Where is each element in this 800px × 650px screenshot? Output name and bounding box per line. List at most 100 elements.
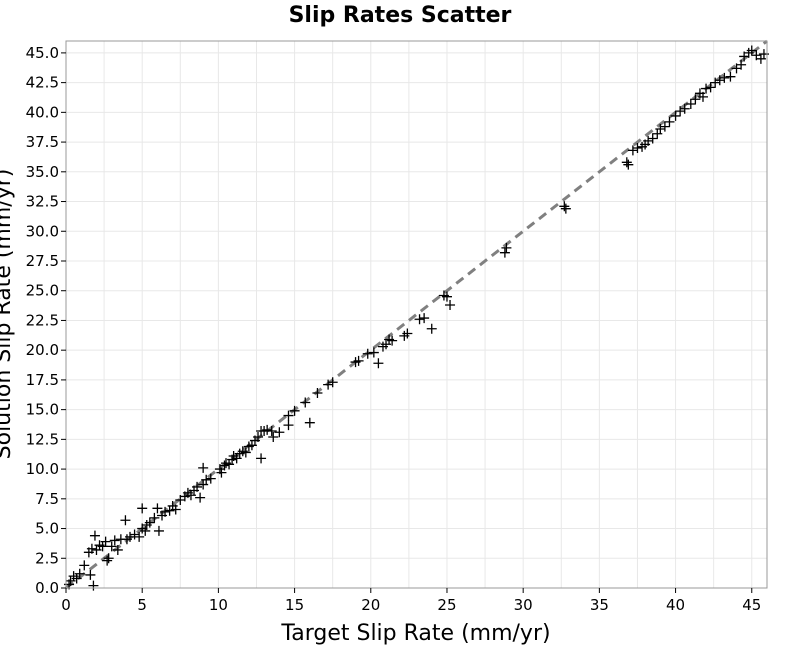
y-tick-label: 45.0 xyxy=(26,44,59,62)
data-point xyxy=(274,427,285,438)
data-points xyxy=(64,45,769,591)
data-point xyxy=(621,157,632,168)
y-tick-label: 35.0 xyxy=(26,163,59,181)
data-point xyxy=(149,512,160,523)
x-tick-label: 45 xyxy=(742,596,761,614)
data-point xyxy=(426,323,437,334)
y-tick-label: 40.0 xyxy=(26,103,59,121)
data-point xyxy=(192,481,203,492)
y-tick-label: 5.0 xyxy=(35,520,59,538)
data-point xyxy=(266,426,277,437)
data-point xyxy=(714,75,725,86)
data-point xyxy=(300,397,311,408)
y-tick-label: 32.5 xyxy=(26,193,59,211)
data-point xyxy=(362,348,373,359)
data-point xyxy=(560,203,571,214)
data-point xyxy=(201,474,212,485)
data-point xyxy=(198,462,209,473)
chart-title: Slip Rates Scatter xyxy=(289,3,512,28)
data-point xyxy=(283,420,294,431)
y-tick-label: 2.5 xyxy=(35,549,59,567)
data-point xyxy=(262,424,273,435)
data-point xyxy=(240,447,251,458)
data-point xyxy=(679,103,690,114)
data-point xyxy=(129,529,140,540)
y-tick-label: 25.0 xyxy=(26,282,59,300)
y-tick-label: 22.5 xyxy=(26,311,59,329)
y-tick-label: 30.0 xyxy=(26,222,59,240)
data-point xyxy=(327,377,338,388)
data-point xyxy=(106,541,117,552)
data-point xyxy=(697,91,708,102)
x-tick-label: 0 xyxy=(61,596,71,614)
data-point xyxy=(137,503,148,514)
y-axis-ticks: 0.0 2.5 5.0 7.5 10.0 12.5 15.0 17.5 20.0 22.5 25.0… xyxy=(26,44,66,597)
data-point xyxy=(647,133,658,144)
data-point xyxy=(659,121,670,132)
data-point xyxy=(643,135,654,146)
data-point xyxy=(160,506,171,517)
data-point xyxy=(559,201,570,212)
data-point xyxy=(373,358,384,369)
x-tick-label: 25 xyxy=(437,596,456,614)
data-point xyxy=(89,530,100,541)
data-point xyxy=(205,473,216,484)
data-point xyxy=(655,123,666,134)
y-tick-label: 10.0 xyxy=(26,460,59,478)
data-point xyxy=(268,431,279,442)
data-point xyxy=(368,347,379,358)
data-point xyxy=(710,77,721,88)
data-point xyxy=(414,314,425,325)
data-point xyxy=(109,535,120,546)
data-point xyxy=(499,247,510,258)
data-point xyxy=(701,83,712,94)
data-point xyxy=(685,99,696,110)
data-point xyxy=(736,59,747,70)
data-point xyxy=(623,159,634,170)
data-point xyxy=(664,116,675,127)
data-point xyxy=(627,145,638,156)
data-point xyxy=(323,379,334,390)
data-point xyxy=(120,515,131,526)
reference-line xyxy=(65,39,768,590)
data-point xyxy=(88,580,99,591)
x-tick-label: 20 xyxy=(361,596,380,614)
data-point xyxy=(675,106,686,117)
data-point xyxy=(134,531,145,542)
data-point xyxy=(670,110,681,121)
y-tick-label: 7.5 xyxy=(35,490,59,508)
data-point xyxy=(100,536,111,547)
data-point xyxy=(746,45,757,56)
data-point xyxy=(152,503,163,514)
x-axis-ticks: 0 5 10 15 20 25 30 35 40 45 xyxy=(61,588,761,614)
data-point xyxy=(86,543,97,554)
data-point xyxy=(725,71,736,82)
y-tick-label: 42.5 xyxy=(26,74,59,92)
data-point xyxy=(219,460,230,471)
data-point xyxy=(353,355,364,366)
data-point xyxy=(112,544,123,555)
data-point xyxy=(140,525,151,536)
plot-frame xyxy=(65,40,768,589)
x-tick-label: 35 xyxy=(590,596,609,614)
data-point xyxy=(253,431,264,442)
data-point xyxy=(125,531,136,542)
data-point xyxy=(690,94,701,105)
data-point xyxy=(144,517,155,528)
data-point xyxy=(74,568,85,579)
y-tick-label: 37.5 xyxy=(26,133,59,151)
data-point xyxy=(632,143,643,154)
data-point xyxy=(719,72,730,83)
data-point xyxy=(153,525,164,536)
x-tick-label: 15 xyxy=(285,596,304,614)
data-point xyxy=(387,335,398,346)
x-axis-label: Target Slip Rate (mm/yr) xyxy=(280,621,550,646)
y-tick-label: 20.0 xyxy=(26,341,59,359)
data-point xyxy=(705,82,716,93)
data-point xyxy=(312,387,323,398)
data-point xyxy=(195,492,206,503)
x-tick-label: 5 xyxy=(137,596,147,614)
data-point xyxy=(170,504,181,515)
data-point xyxy=(445,299,456,310)
